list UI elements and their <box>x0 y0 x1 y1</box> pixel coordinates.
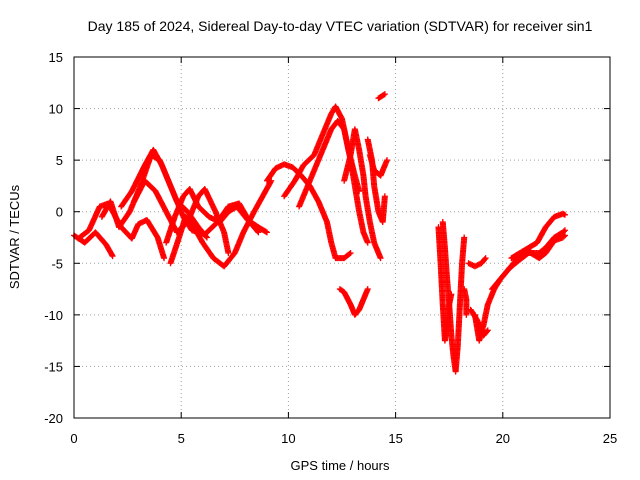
y-tick-label: 5 <box>56 153 63 168</box>
chart-title: Day 185 of 2024, Sidereal Day-to-day VTE… <box>88 18 593 34</box>
data-point <box>381 193 388 200</box>
data-point <box>484 327 491 334</box>
data-point <box>561 232 568 239</box>
y-tick-label: 0 <box>56 205 63 220</box>
data-point <box>561 227 568 234</box>
tick-labels: 0 5 10 15 20 25 -20 -15 -10 -5 0 5 10 15 <box>44 50 617 446</box>
data-point <box>561 211 568 218</box>
data-point <box>364 239 371 246</box>
data-point <box>161 255 168 262</box>
data-point <box>356 188 363 195</box>
data-point <box>255 229 262 236</box>
y-tick-label: -5 <box>51 256 63 271</box>
data-point <box>380 91 387 98</box>
data-point <box>463 311 470 318</box>
x-tick-label: 15 <box>388 431 402 446</box>
axis-ticks <box>73 56 611 419</box>
x-tick-label: 5 <box>178 431 185 446</box>
data-point <box>481 256 488 263</box>
data-point <box>263 229 270 236</box>
y-tick-label: -10 <box>44 308 63 323</box>
data-point <box>377 255 384 262</box>
data-point <box>381 91 388 98</box>
x-tick-label: 0 <box>70 431 77 446</box>
data-point <box>483 328 490 335</box>
data-point <box>560 233 567 240</box>
data-point <box>347 249 354 256</box>
data-points <box>71 91 568 375</box>
x-axis-label: GPS time / hours <box>291 458 390 473</box>
y-tick-label: -15 <box>44 359 63 374</box>
data-point <box>482 255 489 262</box>
data-point <box>384 157 391 164</box>
data-point <box>461 234 468 241</box>
y-tick-label: 10 <box>49 102 63 117</box>
data-point <box>364 286 371 293</box>
x-tick-label: 25 <box>603 431 617 446</box>
y-tick-label: -20 <box>44 411 63 426</box>
y-tick-label: 15 <box>49 50 63 65</box>
grid-lines <box>74 57 610 418</box>
y-axis-label: SDTVAR / TECUs <box>7 184 22 289</box>
plot-frame <box>73 56 611 419</box>
data-point <box>346 250 353 257</box>
data-point <box>225 249 232 256</box>
x-tick-label: 20 <box>496 431 510 446</box>
x-tick-label: 10 <box>281 431 295 446</box>
data-point <box>109 253 116 260</box>
data-point <box>560 228 567 235</box>
